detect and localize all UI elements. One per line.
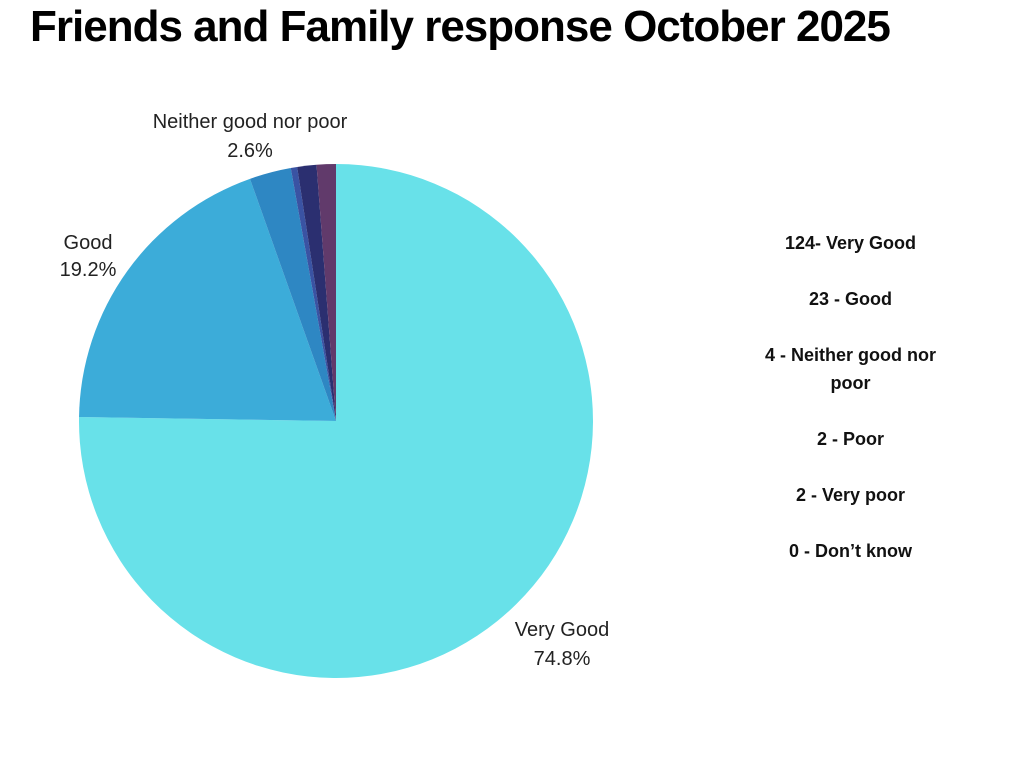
slice-label-very-good-text: Very Good [514, 619, 610, 641]
slice-label-good: Good 19.2% [13, 230, 163, 284]
slice-label-good-pct: 19.2% [59, 259, 117, 281]
count-item-neither: 4 - Neither good nor poor [765, 345, 936, 393]
response-counts-list: 124- Very Good 23 - Good 4 - Neither goo… [763, 229, 938, 565]
pie-chart [78, 164, 593, 678]
slice-label-neither-pct: 2.6% [227, 140, 273, 162]
count-item-very-good: 124- Very Good [784, 233, 917, 253]
slice-label-very-good-pct: 74.8% [533, 648, 591, 670]
count-item-good: 23 - Good [808, 289, 892, 309]
count-item-poor: 2 - Poor [816, 429, 884, 449]
pie-slice-good [79, 178, 336, 421]
slice-label-very-good: Very Good 74.8% [462, 616, 662, 674]
pie-slice-very-poor [297, 164, 336, 422]
page-title: Friends and Family response October 2025 [30, 2, 891, 51]
pie-chart-area [78, 164, 593, 678]
pie-slice-very-good [78, 164, 593, 678]
count-item-dont-know: 0 - Don’t know [789, 541, 912, 561]
count-item-very-poor: 2 - Very poor [795, 485, 906, 505]
pie-slice-poor [290, 166, 336, 421]
slice-label-neither-text: Neither good nor poor [152, 111, 348, 133]
slice-label-neither: Neither good nor poor 2.6% [100, 108, 400, 166]
pie-slice-neither-good-nor-poor [249, 168, 336, 421]
pie-slice-don-t-know [316, 164, 336, 421]
slice-label-good-text: Good [63, 232, 113, 254]
